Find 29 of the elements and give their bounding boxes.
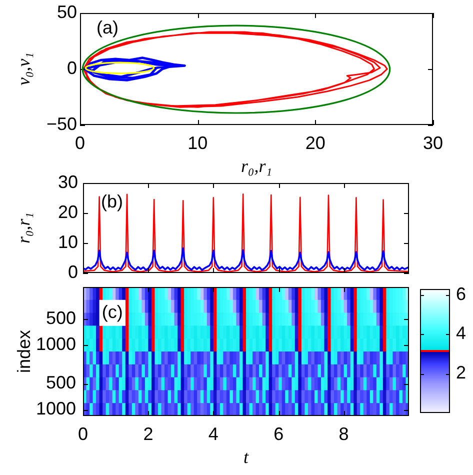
y-axis-title: v₀,v₁ (14, 52, 34, 86)
color-bar-label: 2 (456, 362, 466, 383)
y-tick-label: 0 (66, 58, 77, 78)
x-tick-label: 8 (338, 424, 349, 444)
y-tick-label: 1000 (36, 398, 76, 419)
x-tick-label: 20 (305, 132, 326, 153)
x-tick-label: 10 (188, 132, 208, 153)
y-tick-label: 1000 (36, 334, 76, 354)
x-tick-label: 30 (422, 132, 444, 153)
y-tick-label: 0 (68, 262, 78, 282)
x-tick-label: 4 (208, 424, 218, 444)
x-axis-title: r₀,r₁ (240, 156, 272, 176)
annotation: (c) (102, 302, 123, 322)
y-tick-label: 20 (58, 202, 78, 222)
y-tick-label: 500 (46, 308, 76, 328)
y-tick-label: 30 (58, 172, 78, 192)
y-tick-label: 10 (58, 232, 78, 252)
x-tick-label: 6 (274, 424, 284, 444)
x-axis-title: t (243, 446, 250, 467)
y-axis-title: index (14, 330, 34, 374)
y-tick-label: 50 (56, 2, 77, 22)
annotation: (a) (96, 17, 118, 38)
x-tick-label: 2 (143, 424, 154, 444)
color-bar-label: 4 (456, 323, 466, 344)
y-tick-label: −50 (46, 114, 77, 134)
annotation: (b) (101, 191, 123, 212)
color-bar-label: 6 (456, 284, 466, 304)
y-axis-title: r₀,r₁ (14, 212, 34, 244)
y-tick-label: 500 (46, 372, 76, 393)
